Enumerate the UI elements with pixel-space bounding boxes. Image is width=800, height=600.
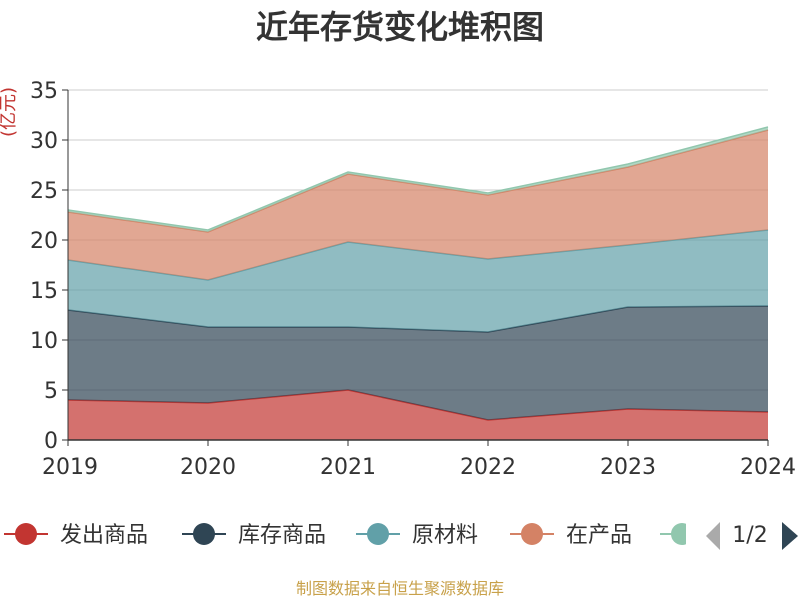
x-tick-label: 2023: [600, 455, 656, 480]
series-area-0: [68, 390, 768, 440]
y-tick-label: 30: [30, 129, 58, 154]
axes: 0 5 10 15 20 25 30 35 2019 2020 2021 2022 2023 2024: [30, 79, 796, 480]
series-area-2: [68, 230, 768, 332]
x-tick-label: 2021: [320, 455, 376, 480]
legend-label: 原材料: [412, 523, 478, 548]
legend-item-2[interactable]: 原材料: [356, 523, 478, 548]
legend-marker: [193, 523, 215, 545]
legend-label: 发出商品: [60, 523, 148, 548]
series-area-4: [68, 127, 768, 232]
pager-prev-icon[interactable]: [706, 522, 720, 550]
pager-label: 1/2: [732, 523, 767, 548]
source-note: 制图数据来自恒生聚源数据库: [296, 579, 504, 598]
series-area-1: [68, 306, 768, 420]
y-tick-label: 0: [44, 429, 58, 454]
pager-next-icon[interactable]: [782, 522, 798, 550]
series-line-4: [67, 126, 769, 231]
legend-marker: [521, 523, 543, 545]
legend-item-1[interactable]: 库存商品: [182, 523, 326, 548]
y-tick-label: 25: [30, 179, 58, 204]
legend-marker: [15, 523, 37, 545]
legend-label: 库存商品: [238, 523, 326, 548]
legend-pager: 1/2: [706, 522, 798, 550]
series-areas: [67, 126, 769, 440]
y-axis-unit: (亿元): [0, 87, 19, 137]
y-tick-label: 35: [30, 79, 58, 104]
legend: 发出商品 库存商品 原材料 在产品: [4, 523, 704, 548]
x-tick-label: 2020: [180, 455, 236, 480]
legend-item-0[interactable]: 发出商品: [4, 523, 148, 548]
legend-marker: [671, 523, 686, 545]
x-tick-label: 2019: [42, 455, 98, 480]
legend-marker: [367, 523, 389, 545]
legend-item-3[interactable]: 在产品: [510, 523, 632, 548]
y-tick-label: 10: [30, 329, 58, 354]
legend-label: 在产品: [566, 523, 632, 548]
chart-title: 近年存货变化堆积图: [256, 8, 544, 46]
x-tick-label: 2024: [740, 455, 796, 480]
y-tick-label: 5: [44, 379, 58, 404]
series-area-3: [68, 130, 768, 280]
x-tick-label: 2022: [460, 455, 516, 480]
y-tick-label: 15: [30, 279, 58, 304]
legend-item-4[interactable]: [660, 523, 704, 545]
y-tick-label: 20: [30, 229, 58, 254]
